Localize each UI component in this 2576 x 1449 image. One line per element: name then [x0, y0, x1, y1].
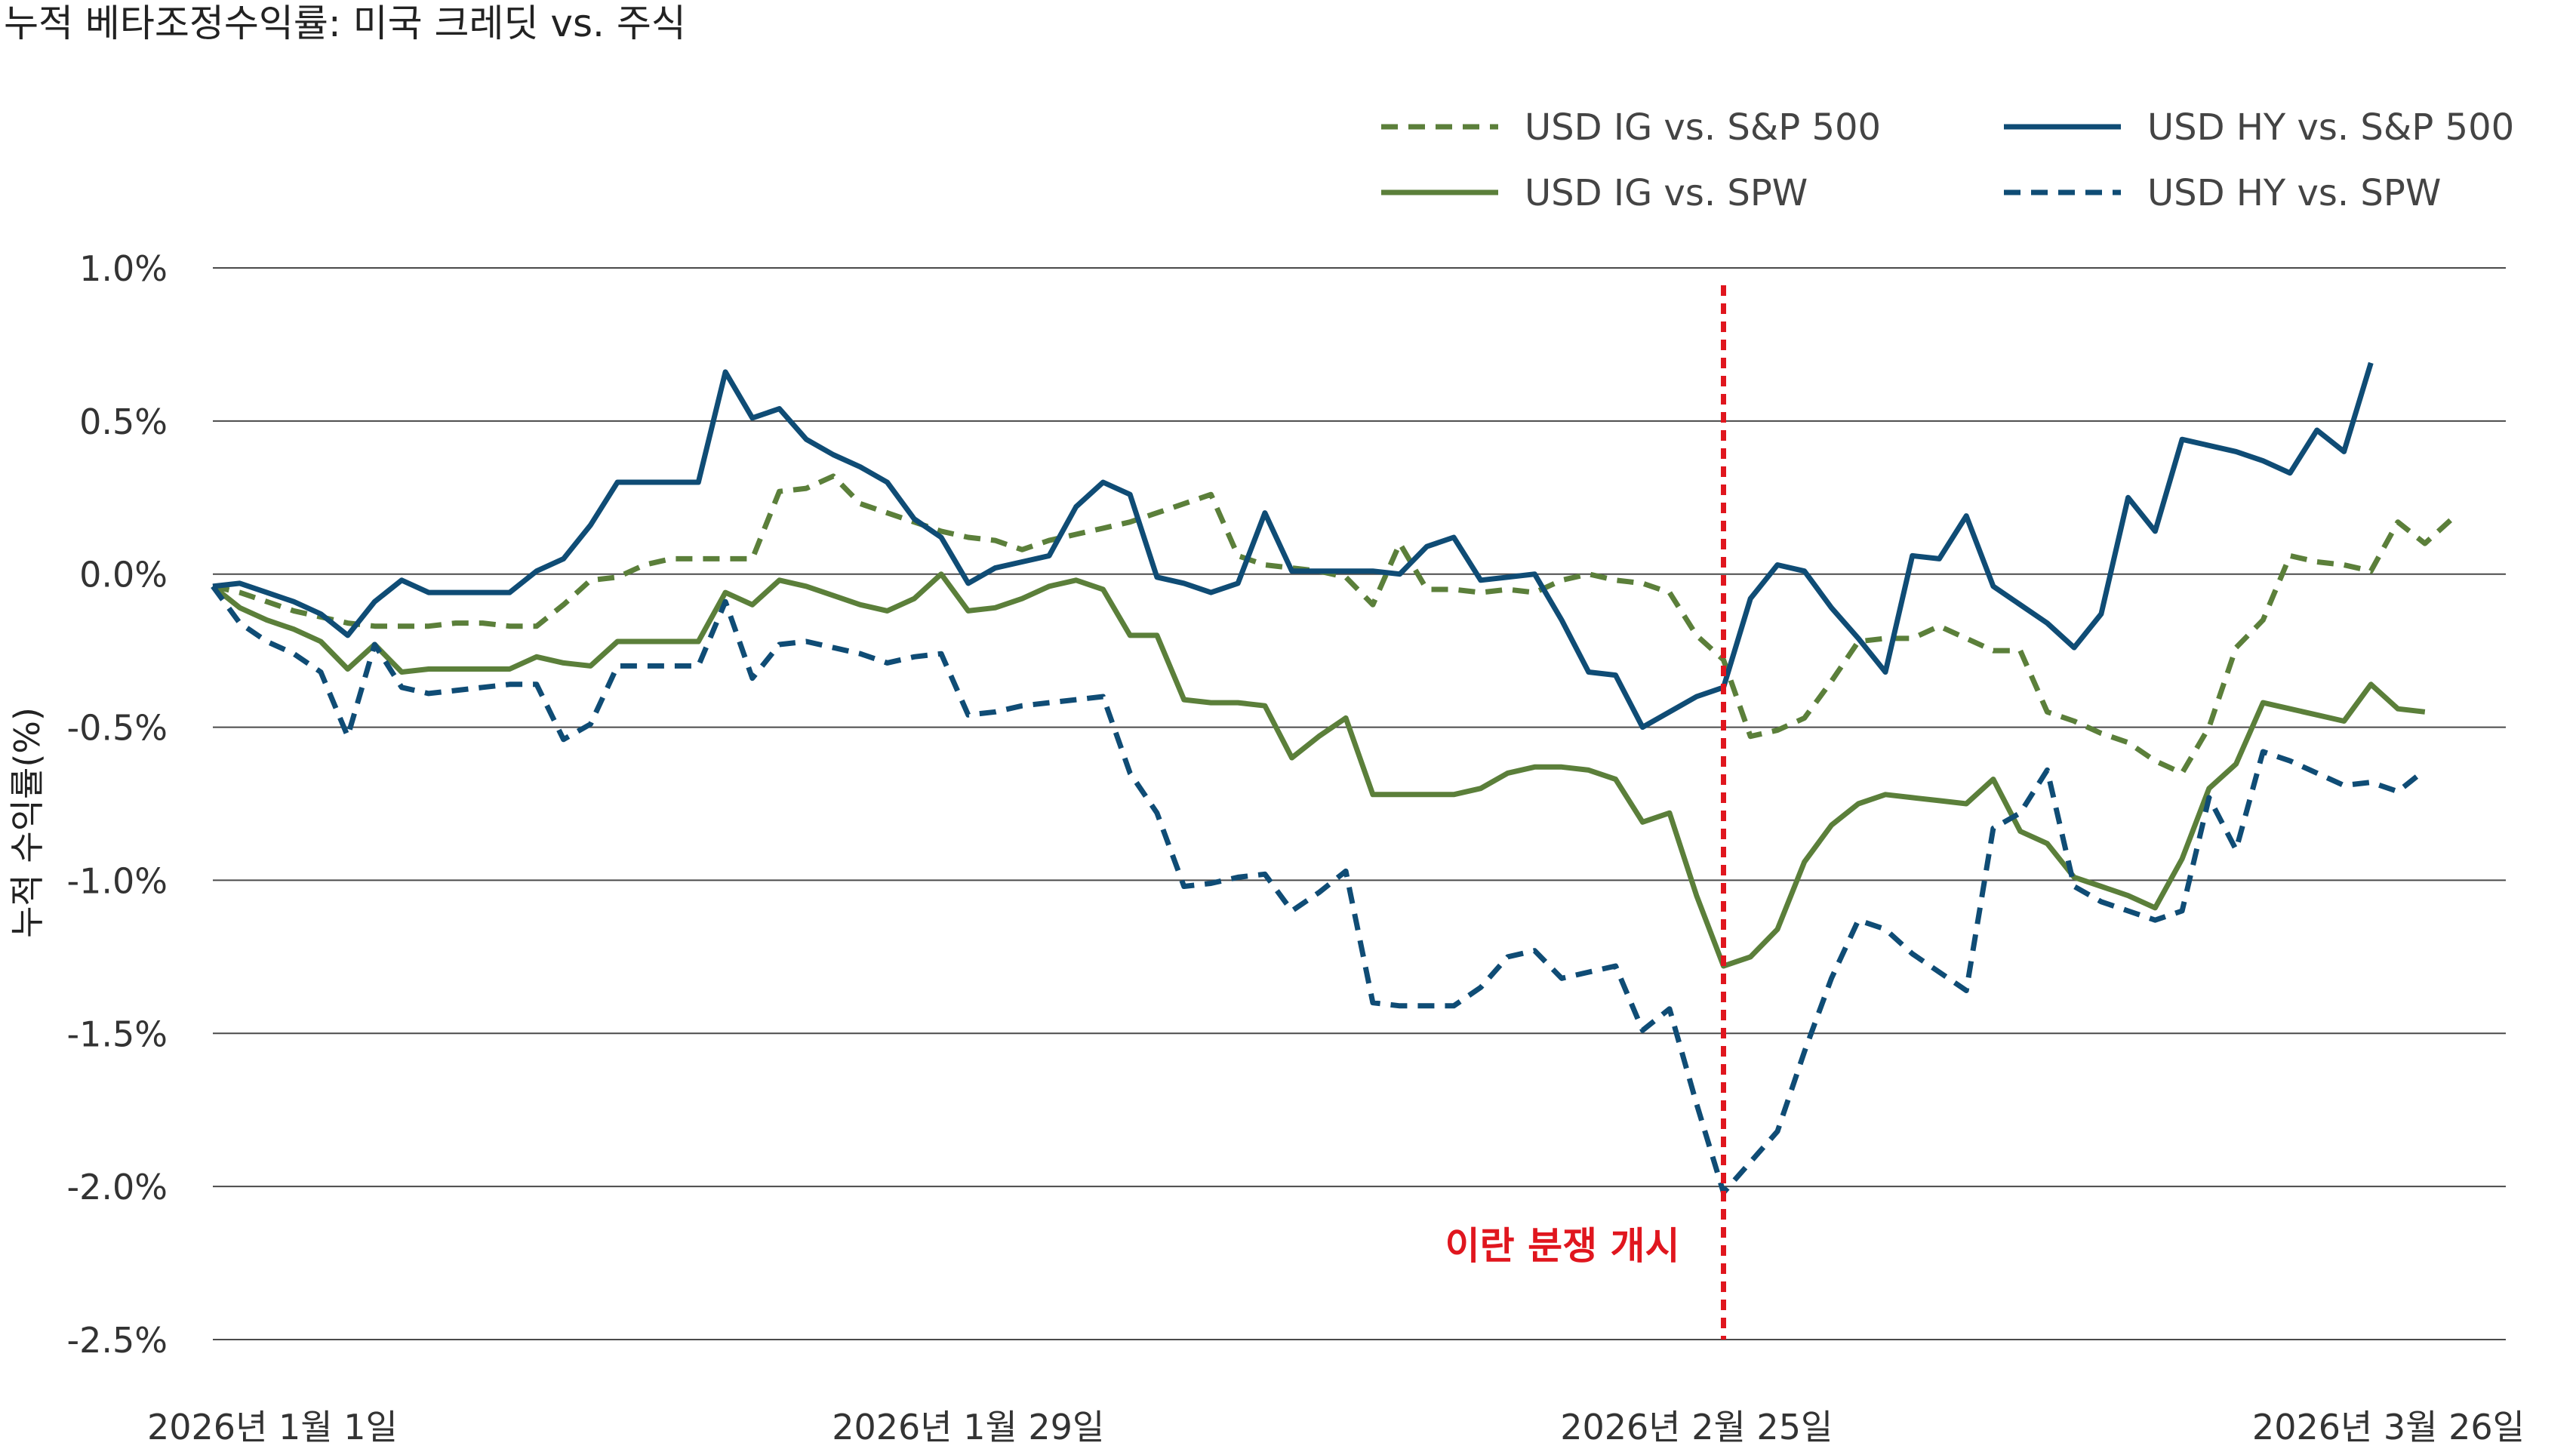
x-tick-label: 2026년 1월 29일	[832, 1407, 1104, 1447]
grid	[213, 267, 2506, 1340]
series-group	[211, 361, 2454, 1195]
x-tick-label: 2026년 1월 1일	[147, 1407, 398, 1447]
y-tick-label: -2.0%	[67, 1167, 168, 1208]
y-tick-label: -2.5%	[67, 1320, 168, 1361]
y-axis: 1.0% 0.5% 0.0% -0.5% -1.0% -1.5% -2.0% -2.5%	[67, 248, 168, 1361]
legend-label-1: USD IG vs. S&P 500	[1525, 106, 1881, 149]
series-line-1	[212, 473, 2454, 776]
y-tick-label: 1.0%	[79, 248, 168, 289]
y-tick-label: 0.5%	[79, 401, 168, 442]
event-label: 이란 분쟁 개시	[1445, 1224, 1680, 1268]
y-tick-label: -1.5%	[67, 1014, 168, 1054]
annotation-group: 이란 분쟁 개시	[1445, 285, 1727, 1340]
x-tick-label: 2026년 2월 25일	[1560, 1407, 1833, 1447]
series-line-4	[211, 584, 2427, 1195]
legend-label-2: USD IG vs. SPW	[1525, 172, 1808, 214]
y-tick-label: -1.0%	[67, 860, 168, 901]
chart-title: 누적 베타조정수익률: 미국 크레딧 vs. 주식	[4, 2, 686, 45]
x-tick-label: 2026년 3월 26일	[2252, 1407, 2525, 1447]
x-axis: 2026년 1월 1일 2026년 1월 29일 2026년 2월 25일 2026년…	[147, 1407, 2525, 1447]
legend: USD IG vs. S&P 500 USD IG vs. SPW USD HY v…	[1381, 106, 2514, 214]
series-line-2	[211, 571, 2426, 969]
legend-label-3: USD HY vs. S&P 500	[2147, 106, 2514, 149]
y-tick-label: 0.0%	[79, 555, 168, 595]
y-tick-label: -0.5%	[67, 708, 168, 749]
y-axis-label: 누적 수익률(%)	[7, 707, 48, 938]
legend-label-4: USD HY vs. SPW	[2147, 172, 2441, 214]
series-line-3	[212, 361, 2374, 731]
